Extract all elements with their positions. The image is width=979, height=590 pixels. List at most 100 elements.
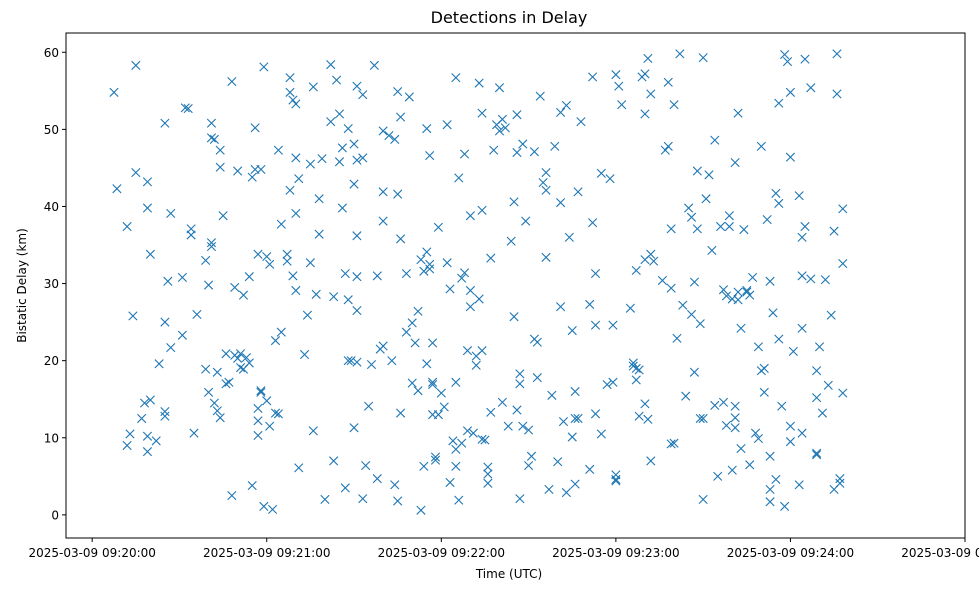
data-point [416, 255, 426, 265]
data-point [753, 433, 764, 444]
x-tick-label: 2025-03-09 09:21:00 [203, 546, 330, 560]
data-point [294, 174, 304, 184]
data-point [445, 477, 455, 488]
data-point [262, 396, 272, 406]
data-point [698, 413, 708, 424]
data-point [139, 398, 150, 408]
data-point [206, 133, 217, 143]
data-point [524, 460, 534, 471]
data-point [166, 342, 176, 353]
y-tick-label: 60 [44, 46, 59, 60]
data-point [675, 49, 685, 59]
data-point [588, 72, 598, 82]
data-point [352, 357, 362, 367]
data-point [288, 271, 298, 281]
data-point [122, 440, 132, 451]
data-point [797, 323, 807, 333]
data-point [524, 425, 534, 435]
data-point [777, 401, 787, 411]
data-point [422, 359, 432, 369]
data-point [227, 491, 237, 501]
data-point [544, 484, 554, 495]
data-point [401, 268, 411, 279]
data-point [329, 456, 339, 466]
data-point [203, 280, 214, 290]
data-point [352, 305, 362, 316]
data-point [451, 461, 461, 471]
data-point [311, 289, 321, 299]
data-point [494, 126, 505, 136]
data-point [361, 460, 371, 471]
data-point [660, 145, 670, 155]
data-point [451, 377, 461, 387]
data-point [707, 245, 717, 256]
data-point [125, 429, 135, 439]
data-point [640, 399, 650, 409]
data-point [372, 474, 382, 484]
data-point [631, 265, 641, 276]
x-tick-label: 2025-03-09 09:23:00 [552, 546, 679, 560]
data-point [235, 349, 246, 359]
data-point [771, 474, 781, 484]
data-point [294, 463, 304, 473]
axes-frame [65, 32, 966, 539]
data-point [285, 185, 295, 195]
data-point [611, 476, 621, 486]
data-point [634, 365, 644, 375]
data-point [541, 252, 551, 262]
data-point [704, 170, 714, 180]
data-point [265, 421, 275, 431]
x-axis-ticks: 2025-03-09 09:20:00 2025-03-09 09:21:00 20… [28, 538, 979, 560]
data-point [314, 194, 324, 204]
data-point [733, 287, 743, 297]
data-point [820, 275, 830, 285]
data-point [716, 221, 726, 232]
data-point [407, 378, 417, 388]
data-point [352, 272, 362, 282]
data-point [419, 266, 429, 276]
data-point [497, 397, 507, 407]
data-point [241, 352, 251, 363]
data-point [160, 406, 170, 417]
data-point [529, 147, 539, 157]
data-point [416, 505, 426, 515]
data-point [131, 60, 141, 70]
data-point [256, 164, 266, 175]
data-point [122, 221, 132, 232]
data-point [556, 302, 566, 312]
data-point [762, 214, 772, 225]
data-point [512, 405, 522, 415]
data-point [698, 494, 708, 505]
data-point [590, 409, 601, 419]
data-point [730, 401, 740, 411]
data-point [128, 311, 138, 321]
data-point [663, 77, 673, 87]
data-point [259, 62, 269, 72]
data-point [532, 337, 542, 347]
data-point [422, 247, 432, 257]
data-point [230, 282, 240, 293]
data-point [329, 292, 339, 302]
data-point [509, 197, 519, 207]
data-point [669, 100, 679, 110]
data-point [806, 83, 816, 93]
y-tick-label: 0 [51, 508, 59, 522]
data-point [797, 232, 807, 242]
data-point [163, 276, 173, 286]
y-tick-label: 20 [44, 354, 59, 368]
data-point [730, 157, 740, 168]
data-point [425, 264, 435, 274]
data-point [585, 299, 595, 309]
data-point [212, 367, 222, 377]
data-point [282, 256, 292, 266]
data-point [695, 413, 705, 424]
data-point [602, 379, 612, 390]
data-point [794, 480, 804, 490]
data-point [701, 194, 711, 204]
data-point [506, 236, 516, 246]
data-point [812, 448, 822, 458]
data-point [471, 360, 481, 370]
data-point [413, 386, 423, 396]
data-point [794, 191, 804, 201]
data-point [640, 109, 650, 119]
